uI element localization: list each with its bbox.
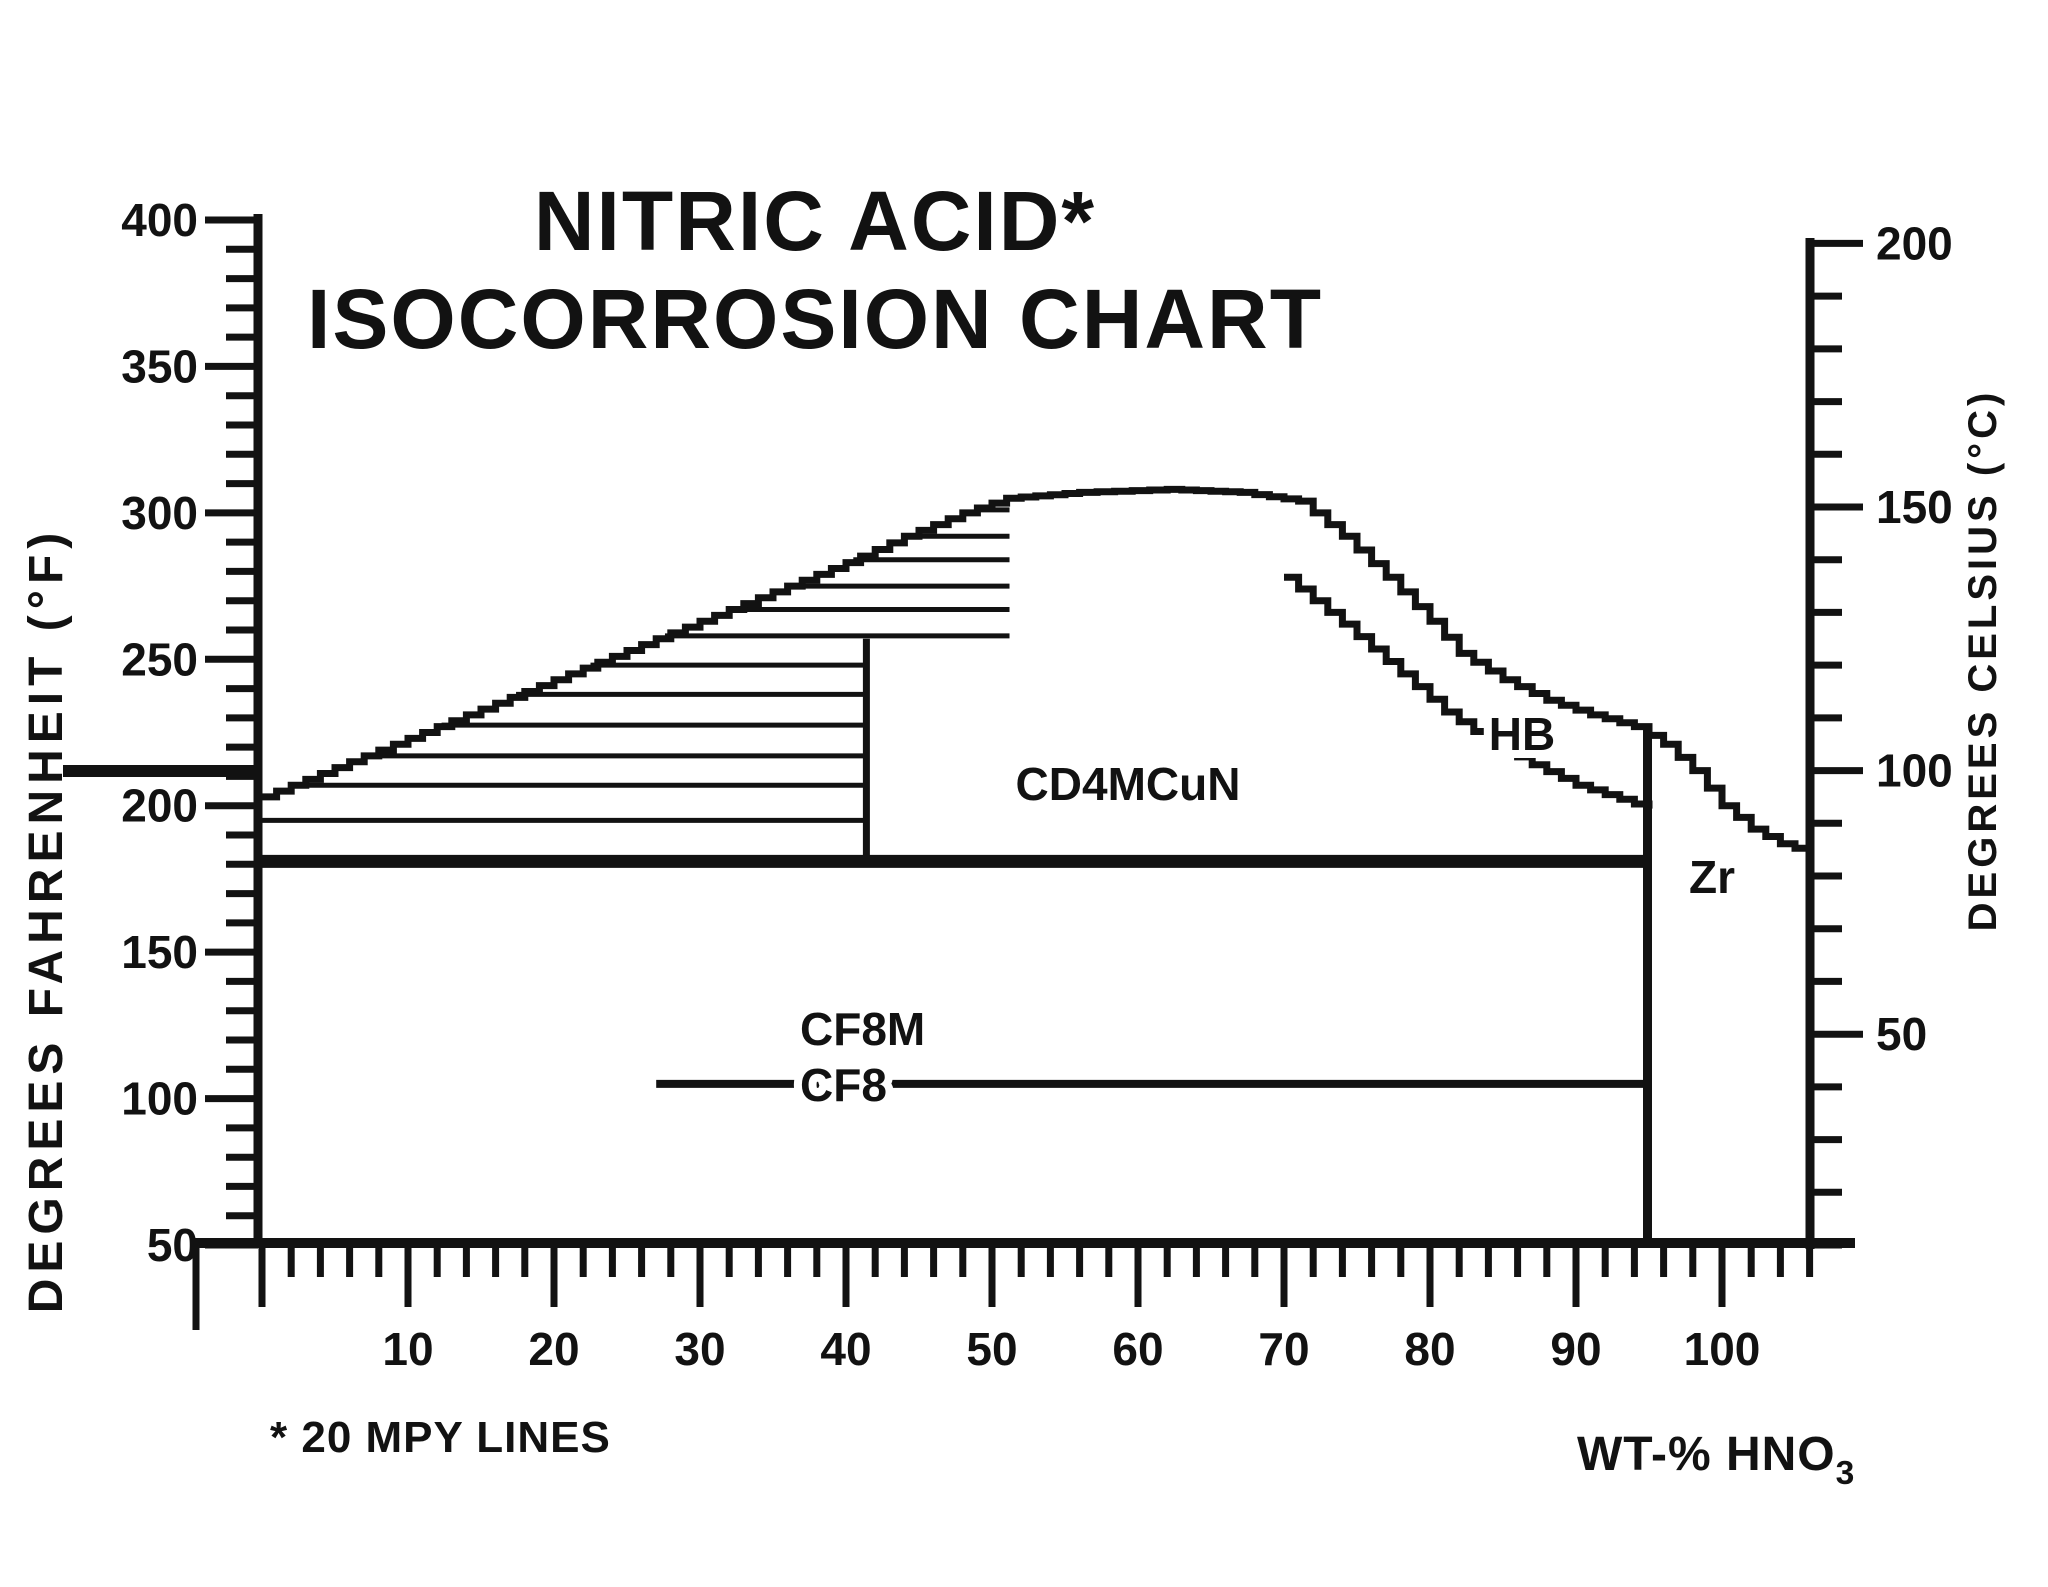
material-label-zr: Zr: [1689, 851, 1735, 903]
x-axis-ticks: [192, 1243, 1814, 1330]
x-tick-label-60: 60: [1112, 1323, 1163, 1375]
hatch-lines: [262, 507, 1010, 823]
y-axis-right-title: DEGREES CELSIUS (°C): [1961, 389, 2005, 932]
x-tick-label-80: 80: [1404, 1323, 1455, 1375]
y-right-tick-label-100: 100: [1876, 745, 1953, 797]
y-right-tick-label-200: 200: [1876, 217, 1953, 269]
boiling-point-curve: [262, 485, 1814, 853]
y-axis-left-title: DEGREES FAHRENHEIT (°F): [20, 527, 73, 1314]
chart-title-line1: NITRIC ACID*: [534, 174, 1096, 268]
y-left-tick-label-50: 50: [147, 1219, 198, 1271]
y-left-tick-label-300: 300: [121, 487, 198, 539]
x-tick-label-20: 20: [528, 1323, 579, 1375]
y-axis-left-ticks: [205, 216, 258, 1249]
y-left-tick-label-200: 200: [121, 780, 198, 832]
material-label-cf8: CF8: [800, 1059, 887, 1111]
y-right-tick-label-50: 50: [1876, 1008, 1927, 1060]
text-labels: 400 350 300 250 200 150 100 50 200 150 100 50 10 20 30…: [121, 194, 1953, 1375]
plot-area: 400 350 300 250 200 150 100 50 200 150 100 50 10 20 30…: [63, 194, 1953, 1375]
x-tick-label-40: 40: [820, 1323, 871, 1375]
x-tick-label-10: 10: [382, 1323, 433, 1375]
x-tick-label-70: 70: [1258, 1323, 1309, 1375]
material-label-cf8m: CF8M: [800, 1003, 925, 1055]
x-axis-title: WT-% HNO3: [1577, 1428, 1855, 1492]
y-left-tick-label-350: 350: [121, 340, 198, 392]
material-label-hb: HB: [1489, 708, 1555, 760]
y-left-tick-label-100: 100: [121, 1073, 198, 1125]
material-label-cd4mcun: CD4MCuN: [1016, 758, 1241, 810]
y-left-tick-label-250: 250: [121, 633, 198, 685]
hb-line: [1284, 573, 1653, 809]
x-tick-label-50: 50: [966, 1323, 1017, 1375]
series-lines: [63, 485, 1814, 1247]
y-axis-right-ticks: [1810, 239, 1863, 1249]
x-tick-label-100: 100: [1684, 1323, 1761, 1375]
chart-title-line2: ISOCORROSION CHART: [307, 272, 1323, 366]
x-tick-label-30: 30: [674, 1323, 725, 1375]
y-right-tick-label-150: 150: [1876, 481, 1953, 533]
y-left-tick-label-150: 150: [121, 926, 198, 978]
footnote: * 20 MPY LINES: [270, 1413, 611, 1462]
x-tick-label-90: 90: [1550, 1323, 1601, 1375]
y-left-tick-label-400: 400: [121, 194, 198, 246]
